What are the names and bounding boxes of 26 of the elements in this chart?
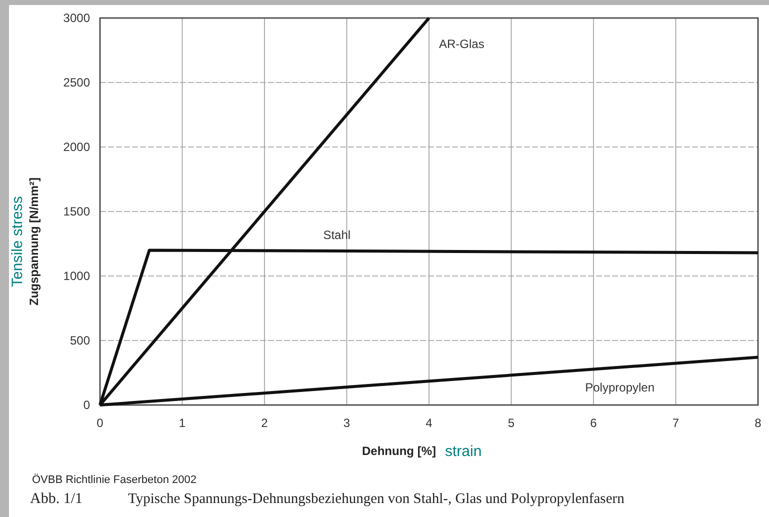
y-tick-label: 2500: [63, 76, 90, 90]
y-axis-title: Zugspannung [N/mm²]: [27, 178, 41, 306]
y-tick-label: 0: [83, 398, 90, 412]
caption: Abb. 1/1: [30, 491, 82, 507]
series-label: Polypropylen: [585, 380, 655, 394]
x-tick-label: 8: [754, 416, 762, 430]
y-tick-label: 1000: [63, 269, 90, 283]
y-tick-label: 3000: [63, 11, 90, 25]
x-tick-label: 2: [261, 416, 268, 430]
x-tick-label: 3: [343, 416, 350, 430]
series-label: Stahl: [323, 228, 351, 242]
y-tick-label: 1500: [63, 204, 90, 218]
x-tick-label: 7: [672, 416, 680, 430]
y-tick-label: 2000: [63, 140, 90, 154]
x-tick-label: 5: [508, 416, 515, 430]
y-tick-label: 500: [70, 334, 90, 348]
series-label: AR-Glas: [439, 37, 484, 51]
text: Typische Spannungs-Dehnungsbeziehungen von Stahl-, Glas und Polypropylenfasern: [128, 491, 626, 507]
text: ÖVBB Richtlinie Faserbeton 2002: [32, 473, 196, 486]
x-axis-title: Dehnung [%]: [362, 444, 436, 458]
x-tick-label: 1: [178, 416, 186, 430]
x-tick-label: 6: [590, 416, 598, 430]
x-tick-label: 0: [96, 416, 104, 430]
text: strain: [445, 443, 482, 460]
x-tick-label: 4: [426, 416, 433, 430]
text: Tensile stress: [9, 196, 26, 287]
